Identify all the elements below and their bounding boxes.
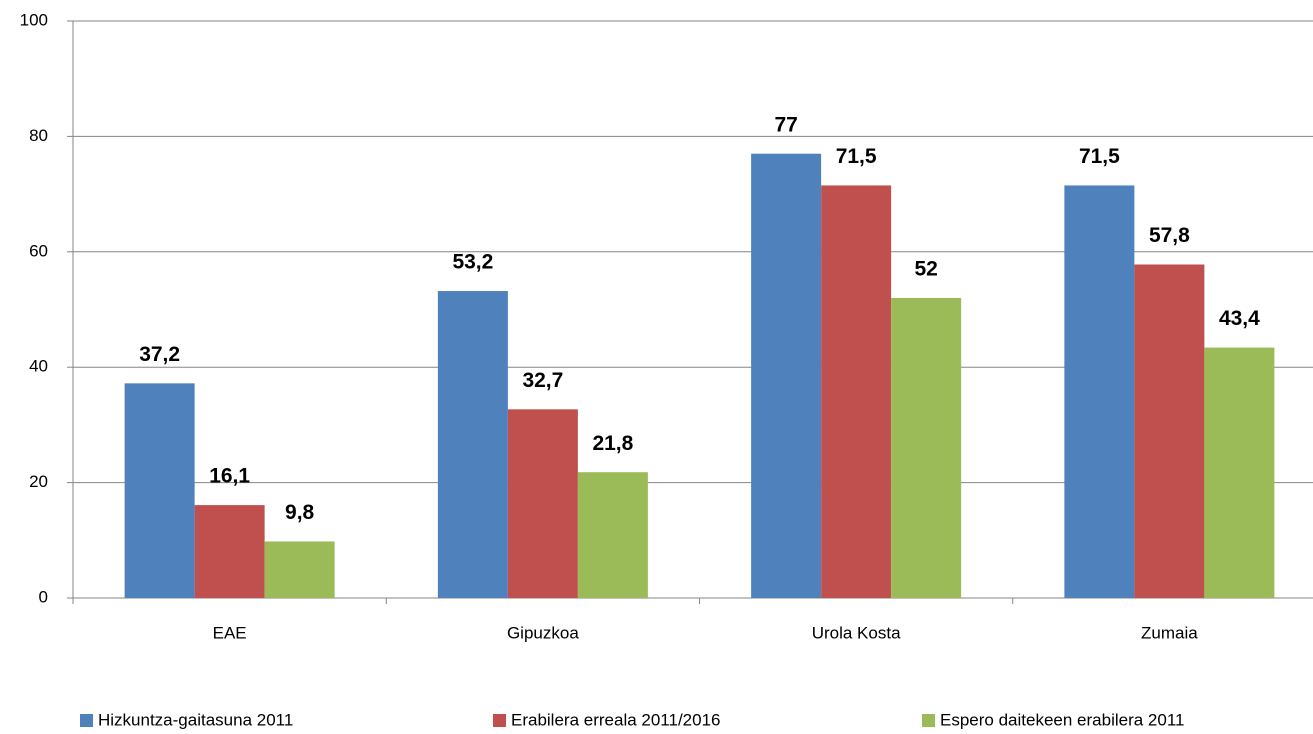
bar (507, 409, 578, 598)
bar (891, 297, 962, 598)
data-label: 21,8 (592, 432, 633, 455)
bar (751, 153, 822, 598)
data-label: 71,5 (836, 145, 877, 168)
bar (264, 541, 335, 598)
bar (124, 383, 195, 598)
bar (194, 505, 265, 598)
bar (437, 291, 508, 598)
data-label: 43,4 (1219, 307, 1260, 330)
y-tick-label: 20 (29, 472, 48, 491)
legend-swatch (80, 714, 93, 727)
legend-label: Hizkuntza-gaitasuna 2011 (98, 710, 293, 729)
bar (821, 185, 892, 598)
y-tick-label: 60 (29, 241, 48, 260)
bar (1134, 264, 1205, 598)
data-label: 52 (914, 258, 937, 281)
data-label: 71,5 (1079, 145, 1120, 168)
bar (1204, 347, 1275, 598)
bar (1064, 185, 1135, 598)
legend-swatch (922, 714, 935, 727)
y-tick-label: 100 (20, 10, 48, 29)
y-tick-label: 80 (29, 126, 48, 145)
y-tick-label: 0 (39, 587, 48, 606)
data-label: 77 (774, 113, 797, 136)
data-label: 32,7 (522, 369, 563, 392)
x-tick-label: Zumaia (1141, 623, 1198, 642)
bar (577, 472, 648, 598)
legend-swatch (493, 714, 506, 727)
legend-label: Espero daitekeen erabilera 2011 (940, 710, 1184, 729)
legend-label: Erabilera erreala 2011/2016 (511, 710, 721, 729)
x-tick-label: Gipuzkoa (507, 623, 579, 642)
data-label: 16,1 (209, 465, 250, 488)
data-label: 37,2 (139, 343, 180, 366)
data-label: 57,8 (1149, 224, 1190, 247)
data-label: 53,2 (452, 251, 493, 274)
y-tick-label: 40 (29, 357, 48, 376)
data-label: 9,8 (285, 501, 315, 524)
x-tick-label: EAE (213, 623, 247, 642)
x-tick-label: Urola Kosta (812, 623, 901, 642)
